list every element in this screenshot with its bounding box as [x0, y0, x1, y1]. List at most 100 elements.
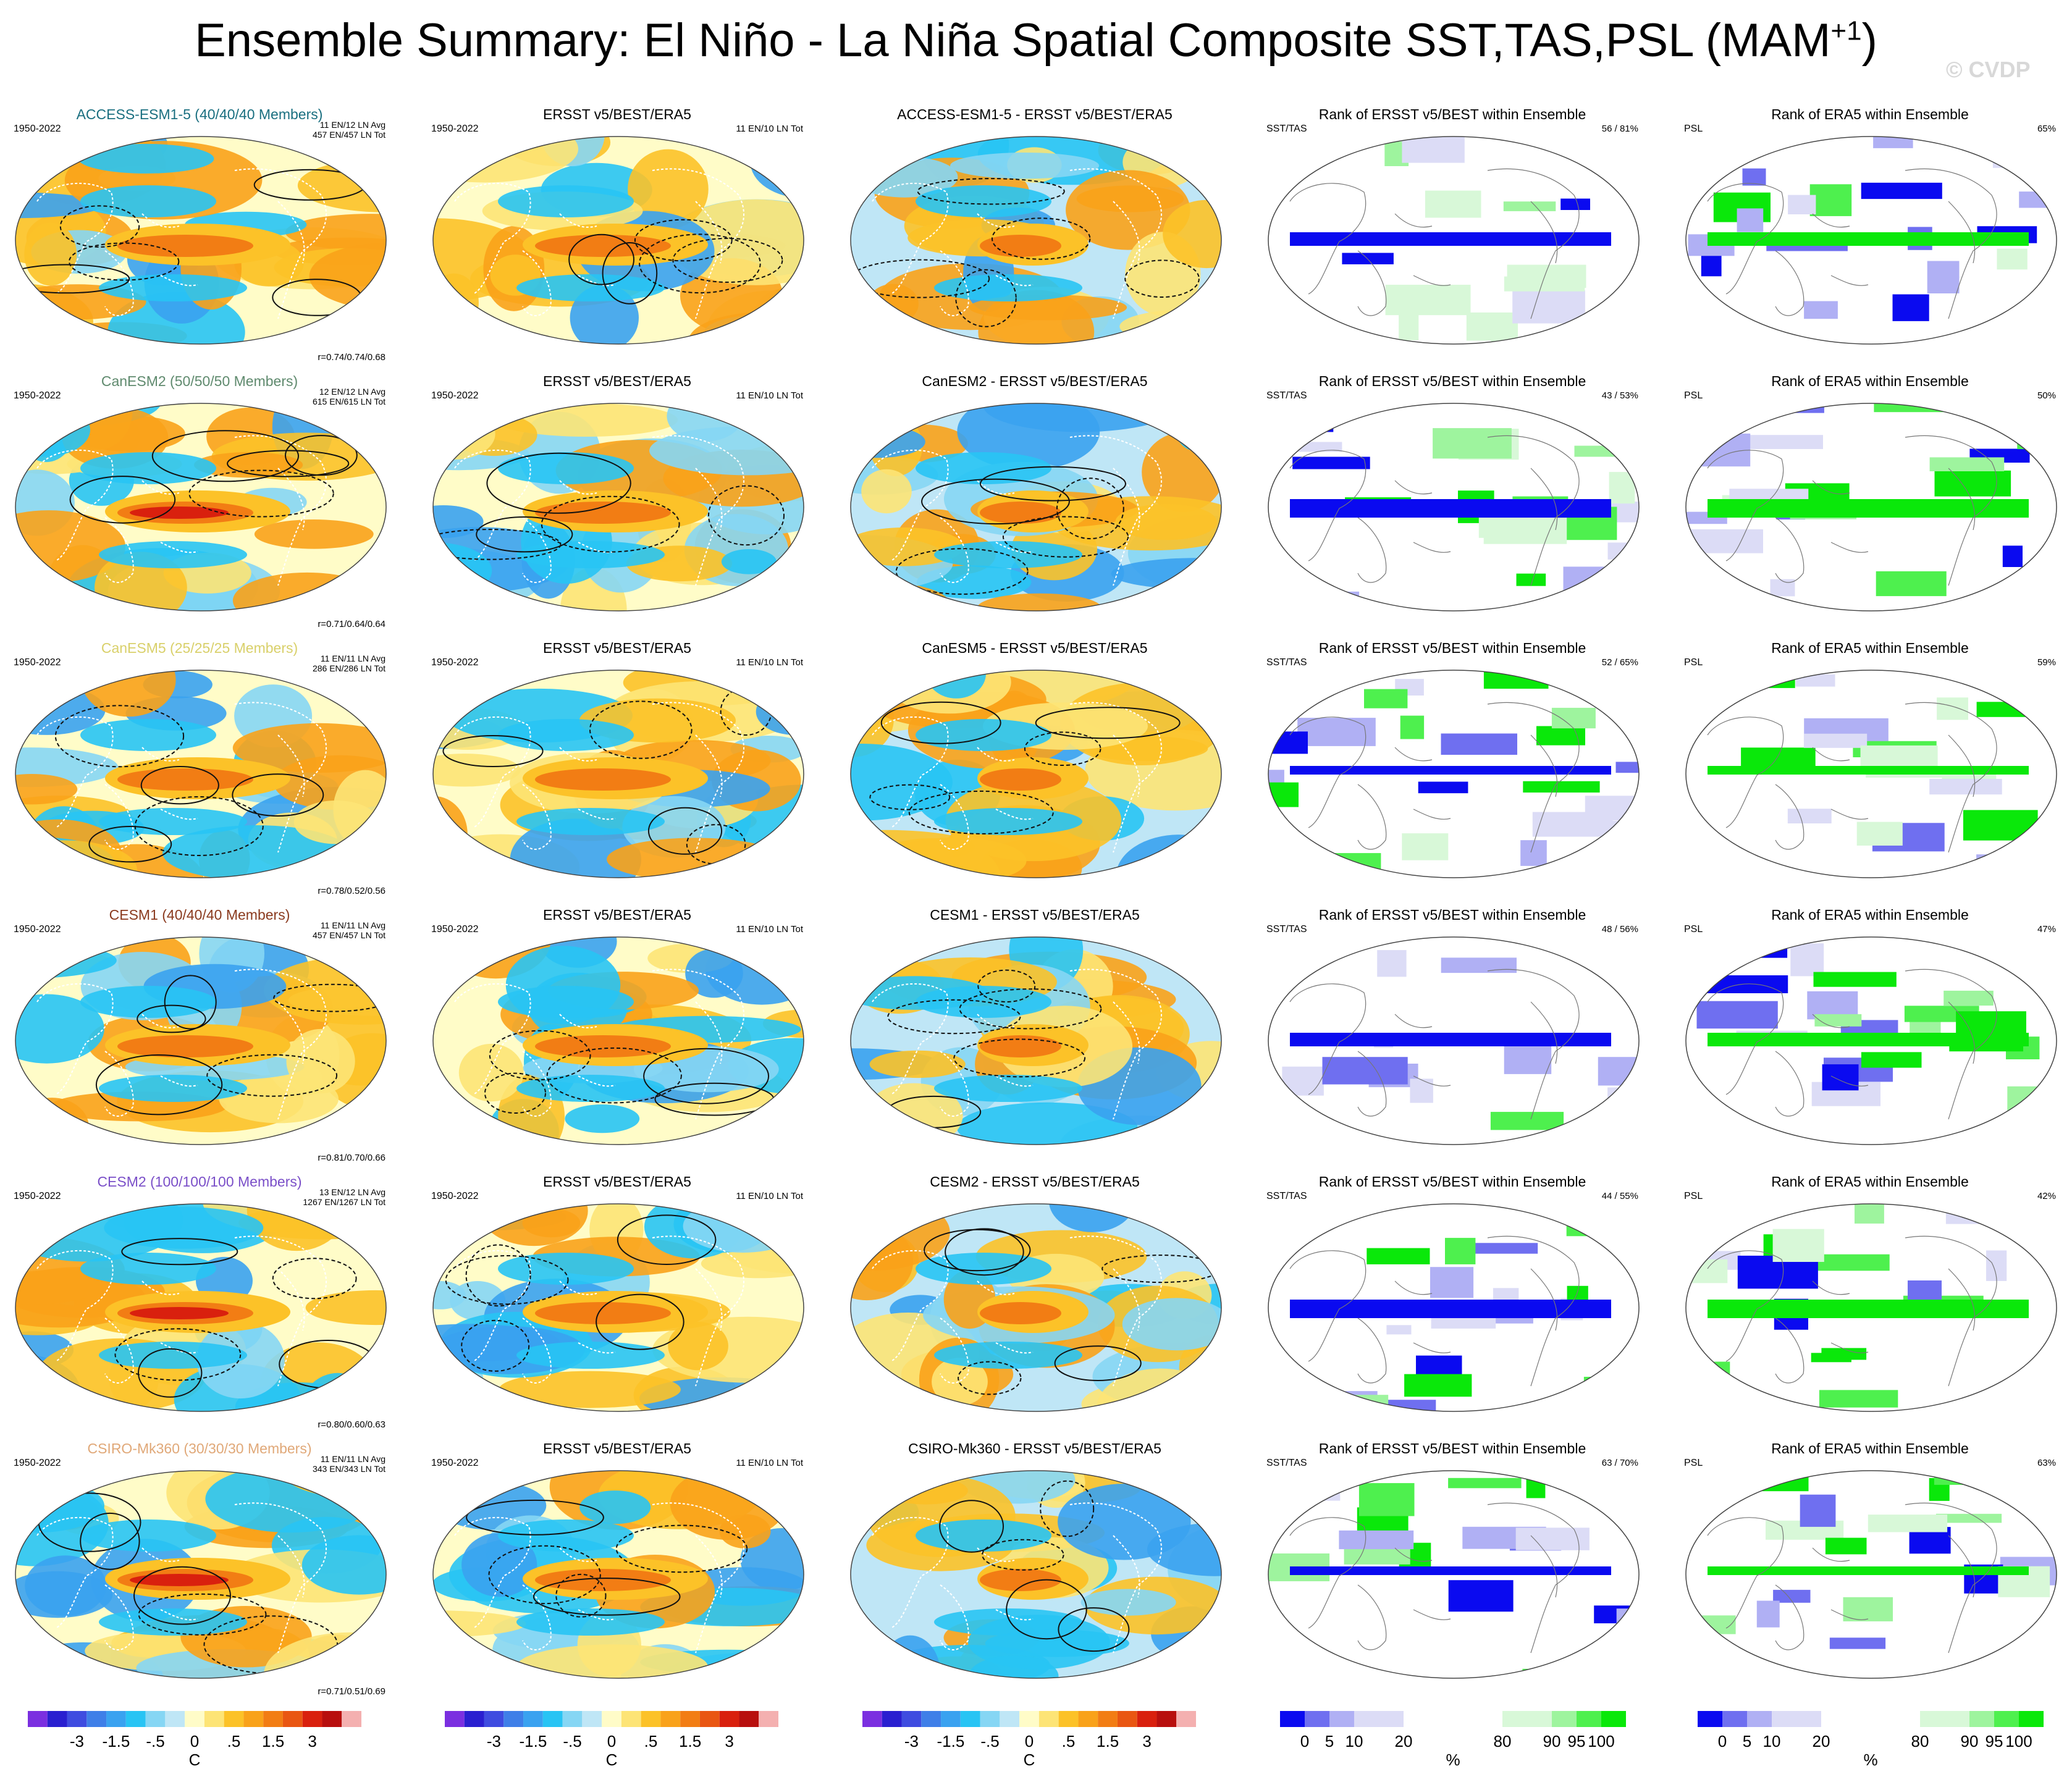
rank-variable-label: SST/TAS [1266, 657, 1307, 668]
map-panel-r5-c1: CESM2 (100/100/100 Members) 1950-2022 13 E… [5, 1174, 394, 1433]
colorbar-tick-label: 10 [1346, 1732, 1363, 1750]
colorbar-diff: -3 -1.5 -.5 0 .5 1.5 3 C [862, 1711, 1221, 1773]
panel-title: Rank of ERSST v5/BEST within Ensemble [1318, 640, 1586, 656]
colorbar-tick-label: 10 [1763, 1732, 1781, 1750]
map-panel-r5-c3: CESM2 - ERSST v5/BEST/ERA5 [840, 1174, 1229, 1433]
colorbar-swatch [2019, 1711, 2044, 1727]
colorbar-swatch [67, 1711, 87, 1727]
rank-variable-label: SST/TAS [1266, 390, 1307, 401]
sst-composite-map [430, 400, 807, 614]
panel-title: ERSST v5/BEST/ERA5 [543, 106, 691, 122]
map-panel-r1-c3: ACCESS-ESM1-5 - ERSST v5/BEST/ERA5 [840, 106, 1229, 366]
colorbar-tick-label: .5 [227, 1732, 241, 1750]
sst-composite-map [12, 934, 389, 1148]
rank-map [1265, 934, 1642, 1148]
panel-title: Rank of ERA5 within Ensemble [1771, 1174, 1969, 1190]
colorbar-swatch [719, 1711, 739, 1727]
colorbar-obs: -3 -1.5 -.5 0 .5 1.5 3 C [445, 1711, 803, 1773]
colorbar-swatch [1577, 1711, 1601, 1727]
colorbar-swatch [342, 1711, 361, 1727]
rank-map [1265, 1201, 1642, 1414]
avg-count: 11 EN/11 LN Avg [320, 654, 385, 663]
map-panel-r4-c2: ERSST v5/BEST/ERA5 1950-2022 11 EN/10 LN T… [423, 907, 812, 1166]
colorbar-swatch [464, 1711, 484, 1727]
colorbar-tick-label: 20 [1395, 1732, 1413, 1750]
panel-title: CESM2 - ERSST v5/BEST/ERA5 [930, 1174, 1140, 1190]
colorbar-tick-label: 100 [1588, 1732, 1614, 1750]
obs-counts: 11 EN/10 LN Tot [736, 390, 803, 401]
colorbar-swatch [1772, 1711, 1821, 1727]
rank-map [1683, 934, 2060, 1148]
colorbar-tick-label: .5 [644, 1732, 658, 1750]
colorbar-tick-label: -1.5 [102, 1732, 130, 1750]
colorbar-swatch [660, 1711, 681, 1727]
obs-counts: 11 EN/10 LN Tot [736, 1458, 803, 1468]
colorbar-swatch [224, 1711, 244, 1727]
colorbar-tick-label: -.5 [980, 1732, 999, 1750]
period-label: 1950-2022 [431, 390, 479, 401]
colorbar-tick-label: 0 [607, 1732, 616, 1750]
colorbar-tick-label: 95 [1986, 1732, 2003, 1750]
period-label: 1950-2022 [14, 1191, 61, 1201]
map-panel-r4-c4: Rank of ERSST v5/BEST within Ensemble SST… [1258, 907, 1647, 1166]
colorbar-tick-label: 1.5 [679, 1732, 701, 1750]
sst-composite-map [848, 133, 1224, 347]
panel-title: Rank of ERA5 within Ensemble [1771, 640, 1969, 656]
avg-count: 11 EN/11 LN Avg [320, 1454, 385, 1464]
rank-map [1265, 1468, 1642, 1681]
pattern-correlation: r=0.78/0.52/0.56 [318, 886, 385, 896]
colorbar-tick-label: -3 [487, 1732, 501, 1750]
map-panel-r1-c2: ERSST v5/BEST/ERA5 1950-2022 11 EN/10 LN T… [423, 106, 812, 366]
colorbar-swatch [1156, 1711, 1177, 1727]
sst-composite-map [848, 1468, 1224, 1681]
avg-count: 12 EN/12 LN Avg [319, 387, 385, 397]
map-panel-r4-c1: CESM1 (40/40/40 Members) 1950-2022 11 EN/1… [5, 907, 394, 1166]
colorbar-swatch [1994, 1711, 2019, 1727]
pattern-correlation: r=0.71/0.64/0.64 [318, 619, 385, 629]
obs-counts: 11 EN/10 LN Tot [736, 1191, 803, 1201]
map-panel-r6-c3: CSIRO-Mk360 - ERSST v5/BEST/ERA5 [840, 1440, 1229, 1700]
map-panel-r1-c4: Rank of ERSST v5/BEST within Ensemble SST… [1258, 106, 1647, 366]
rank-percent: 42% [2037, 1191, 2056, 1201]
colorbar-swatch [1137, 1711, 1157, 1727]
total-count: 286 EN/286 LN Tot [312, 663, 385, 673]
rank-variable-label: PSL [1684, 390, 1703, 401]
colorbar-swatch [1747, 1711, 1772, 1727]
rank-map [1683, 400, 2060, 614]
colorbar-tick-label: 80 [1911, 1732, 1929, 1750]
colorbar-swatch [322, 1711, 342, 1727]
pattern-correlation: r=0.81/0.70/0.66 [318, 1153, 385, 1163]
colorbar-swatch [941, 1711, 961, 1727]
colorbar-swatch [921, 1711, 941, 1727]
map-panel-r2-c2: ERSST v5/BEST/ERA5 1950-2022 11 EN/10 LN T… [423, 373, 812, 633]
rank-percent: 65% [2037, 124, 2056, 134]
colorbar-swatch [1098, 1711, 1118, 1727]
sst-composite-map [848, 400, 1224, 614]
rank-variable-label: SST/TAS [1266, 924, 1307, 935]
colorbar-swatch [1280, 1711, 1305, 1727]
panel-title: Rank of ERSST v5/BEST within Ensemble [1318, 373, 1586, 389]
rank-variable-label: SST/TAS [1266, 1458, 1307, 1468]
total-count: 1267 EN/1267 LN Tot [303, 1197, 385, 1207]
colorbar-swatch [1117, 1711, 1137, 1727]
colorbar-swatch [106, 1711, 126, 1727]
avg-count: 11 EN/11 LN Avg [320, 920, 385, 930]
colorbar-swatch [1176, 1711, 1196, 1727]
colorbar-swatch [484, 1711, 504, 1727]
colorbar-tick-label: 0 [1025, 1732, 1034, 1750]
panel-title: CESM1 (40/40/40 Members) [109, 907, 290, 923]
total-count: 615 EN/615 LN Tot [312, 397, 385, 406]
colorbar-swatch [263, 1711, 283, 1727]
panel-title: Rank of ERSST v5/BEST within Ensemble [1318, 1174, 1586, 1190]
period-label: 1950-2022 [14, 924, 61, 935]
period-label: 1950-2022 [14, 124, 61, 134]
colorbar-tick-label: 0 [1718, 1732, 1727, 1750]
sst-composite-map [848, 1201, 1224, 1414]
map-panel-r3-c3: CanESM5 - ERSST v5/BEST/ERA5 [840, 640, 1229, 899]
panel-title: ERSST v5/BEST/ERA5 [543, 907, 691, 923]
colorbar-swatch [1698, 1711, 1722, 1727]
rank-map [1265, 400, 1642, 614]
cvdp-watermark: © CVDP [1946, 57, 2031, 82]
rank-variable-label: PSL [1684, 124, 1703, 134]
